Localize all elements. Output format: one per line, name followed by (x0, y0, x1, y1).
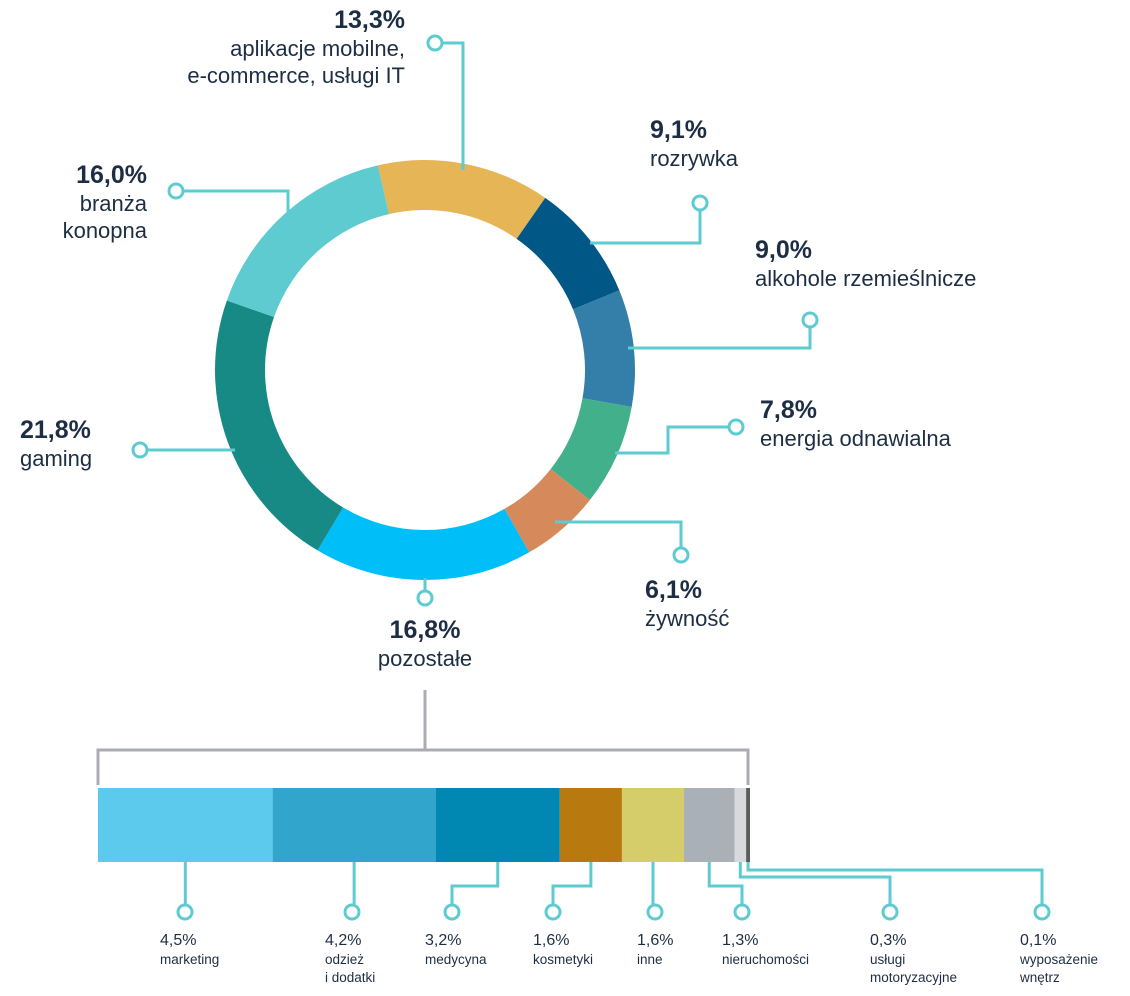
connector (628, 328, 812, 350)
segment-label: 3,2% medycyna (425, 931, 487, 969)
category-label: medycyna (425, 952, 487, 967)
value-label: 16,8% (389, 616, 461, 644)
connector-dot (646, 903, 664, 921)
category-label: alkohole rzemieślnicze (755, 266, 977, 291)
value-label: 1,3% (722, 932, 759, 949)
category-label: rozrywka (650, 146, 739, 171)
category-label: kosmetyki (533, 952, 594, 967)
segment-label: 7,8% energia odnawialna (760, 395, 951, 452)
connector (450, 862, 500, 904)
segment-label: 4,5% marketing (160, 931, 219, 969)
connector-dot (727, 418, 745, 436)
value-label: 9,0% (755, 236, 812, 264)
connector (746, 862, 1044, 904)
bar-segment (98, 788, 273, 862)
connector (551, 862, 593, 904)
bar-segment (272, 788, 436, 862)
donut-segment (226, 165, 390, 318)
connector-dot (1033, 903, 1051, 921)
value-label: 1,6% (637, 932, 674, 949)
value-label: 0,3% (870, 932, 907, 949)
category-label: usługi motoryzacyjne (870, 952, 958, 985)
segment-label: 0,1% wyposażenie wnętrz (1020, 931, 1098, 987)
bar-segment (734, 788, 747, 862)
value-label: 16,0% (76, 161, 147, 189)
donut-segment (573, 290, 636, 408)
category-label: nieruchomości (722, 952, 810, 967)
bar-segment (684, 788, 735, 862)
value-label: 4,5% (160, 932, 197, 949)
donut-segment (317, 507, 530, 580)
value-label: 9,1% (650, 116, 707, 144)
connector-dot (733, 903, 751, 921)
bar-segment (435, 788, 560, 862)
segment-label: 6,1% żywność (645, 575, 729, 632)
segment-label: 0,3% usługi motoryzacyjne (870, 931, 957, 987)
donut-segment (377, 160, 546, 239)
segment-label: 1,3% nieruchomości (722, 931, 809, 969)
category-label: żywność (645, 606, 730, 631)
value-label: 7,8% (760, 396, 817, 424)
connector-dot (131, 441, 149, 459)
donut-segment (504, 469, 590, 553)
segment-label: 1,6% kosmetyki (533, 931, 593, 969)
category-label: aplikacje mobilne, e-commerce, usługi IT (187, 36, 405, 88)
segment-label: 16,8% pozostałe (325, 615, 525, 672)
donut-segment (516, 197, 620, 310)
donut-segment (215, 300, 344, 551)
value-label: 13,3% (334, 6, 405, 34)
segment-label: 21,8% gaming (20, 415, 92, 472)
connector-dot (426, 34, 444, 52)
category-label: inne (637, 952, 663, 967)
connector-dot (801, 311, 819, 329)
segment-label: 4,2% odzież i dodatki (325, 931, 375, 987)
bracket (96, 690, 750, 785)
connector (738, 862, 892, 904)
bar-segment (746, 788, 750, 862)
bar-segment (559, 788, 622, 862)
value-label: 4,2% (325, 932, 362, 949)
category-label: odzież i dodatki (325, 952, 376, 985)
segment-label: 9,0% alkohole rzemieślnicze (755, 235, 976, 292)
value-label: 0,1% (1020, 932, 1057, 949)
connector (443, 41, 465, 170)
connector-dot (672, 546, 690, 564)
connector-dot (343, 903, 361, 921)
bar-segment (621, 788, 685, 862)
value-label: 6,1% (645, 576, 702, 604)
connector (184, 189, 290, 215)
connector (590, 211, 702, 245)
value-label: 3,2% (425, 932, 462, 949)
category-label: gaming (20, 446, 93, 471)
category-label: marketing (160, 952, 220, 967)
connector-dot (443, 903, 461, 921)
category-label: pozostałe (377, 646, 473, 671)
value-label: 21,8% (20, 416, 91, 444)
connector-dot (881, 903, 899, 921)
connector-dot (416, 589, 434, 607)
segment-label: 9,1% rozrywka (650, 115, 738, 172)
connector (707, 862, 744, 904)
category-label: branża konopna (62, 191, 147, 243)
segment-label: 16,0% branża konopna (63, 160, 147, 244)
segment-label: 13,3% aplikacje mobilne, e-commerce, usłu… (187, 5, 405, 89)
connector (615, 425, 728, 455)
connector (555, 520, 683, 547)
connector-dot (167, 182, 185, 200)
category-label: wyposażenie wnętrz (1020, 952, 1099, 985)
value-label: 1,6% (533, 932, 570, 949)
category-label: energia odnawialna (760, 426, 951, 451)
segment-label: 1,6% inne (637, 931, 673, 969)
connector-dot (176, 903, 194, 921)
connector-dot (691, 194, 709, 212)
donut-segment (550, 398, 632, 501)
connector-dot (544, 903, 562, 921)
